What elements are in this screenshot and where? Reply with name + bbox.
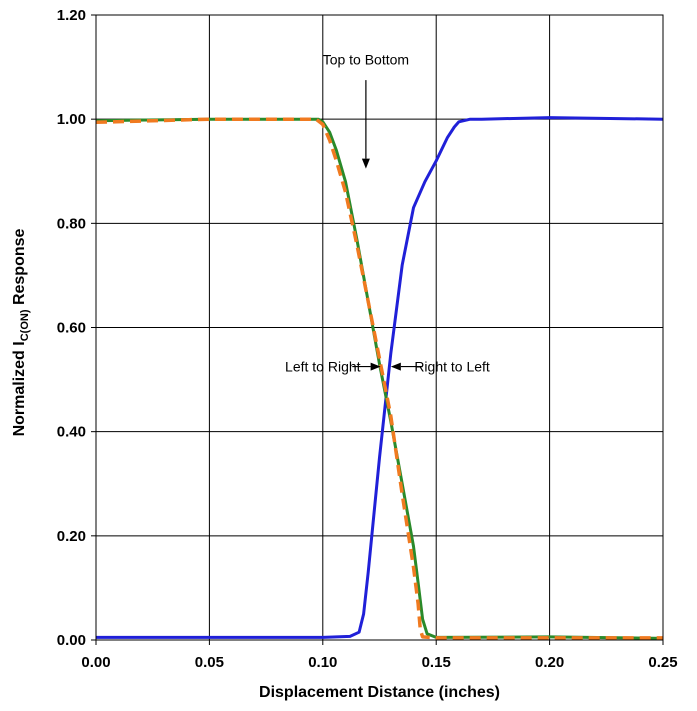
y-axis-title-main: Normalized I <box>11 341 28 436</box>
series-line-3 <box>95 117 663 640</box>
x-axis-ticks: 0.00 0.05 0.10 0.15 0.20 0.25 <box>81 640 678 671</box>
y-axis-title-suffix: Response <box>11 228 28 309</box>
annotations: Top to Bottom Left to Right Right to Left <box>285 51 490 374</box>
y-tick-label: 0.60 <box>57 320 86 337</box>
x-tick-label: 0.25 <box>648 654 677 671</box>
y-tick-label: 0.20 <box>57 528 86 545</box>
series-line-2 <box>95 117 664 640</box>
series-line-1 <box>96 116 664 639</box>
x-tick-label: 0.20 <box>535 654 564 671</box>
y-axis-title-subscript: C(ON) <box>19 309 31 341</box>
x-axis-title: Displacement Distance (inches) <box>259 684 500 701</box>
series-group <box>95 116 664 640</box>
y-tick-label: 0.80 <box>57 215 86 232</box>
y-tick-label: 1.20 <box>57 7 86 24</box>
y-tick-label: 1.00 <box>57 111 86 128</box>
annotation-label: Left to Right <box>285 359 361 375</box>
y-tick-label: 0.40 <box>57 424 86 441</box>
x-tick-label: 0.05 <box>195 654 224 671</box>
annotation-label: Right to Left <box>414 359 490 375</box>
annotation-label: Top to Bottom <box>323 51 409 67</box>
annotation-arrowhead <box>390 362 401 371</box>
x-tick-label: 0.15 <box>422 654 451 671</box>
y-axis-title: Normalized IC(ON) Response <box>11 228 31 436</box>
grid <box>96 15 663 640</box>
x-tick-label: 0.00 <box>81 654 110 671</box>
x-tick-label: 0.10 <box>308 654 337 671</box>
y-tick-label: 0.00 <box>57 632 86 649</box>
annotation-arrowhead <box>361 158 370 169</box>
y-axis-ticks: 0.00 0.20 0.40 0.60 0.80 1.00 1.20 <box>57 7 96 649</box>
annotation-arrowhead <box>370 362 381 371</box>
